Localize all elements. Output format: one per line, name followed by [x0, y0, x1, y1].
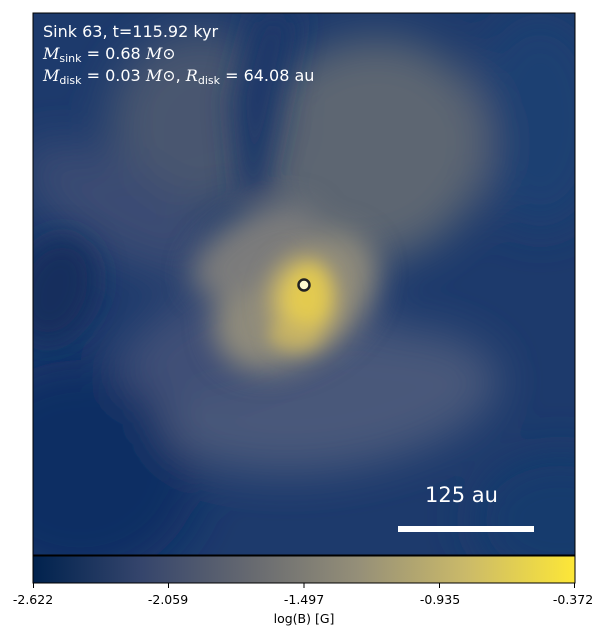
- disk-radius-symbol: R: [185, 66, 198, 85]
- solar-mass-unit: M⊙: [145, 44, 176, 63]
- colorbar-tick-label: -0.372: [552, 592, 594, 607]
- solar-mass-unit: M⊙: [145, 66, 176, 85]
- scale-bar: [398, 526, 534, 532]
- disk-mass-value: = 0.03: [81, 66, 146, 85]
- sink-marker: [297, 278, 311, 292]
- colorbar-ticks: [33, 583, 575, 588]
- sink-mass-symbol: M: [43, 44, 60, 63]
- map-frame: [32, 12, 576, 556]
- scale-bar-label: 125 au: [425, 483, 498, 507]
- separator: ,: [175, 66, 186, 85]
- colorbar-tick-label: -2.622: [12, 592, 54, 607]
- colorbar: [32, 555, 576, 584]
- colorbar-tick-label: -1.497: [283, 592, 325, 607]
- disk-mass-symbol: M: [43, 66, 60, 85]
- sink-title: Sink 63, t=115.92 kyr: [43, 22, 219, 41]
- sink-mass-value: = 0.68: [81, 44, 146, 63]
- disk-properties: Mdisk = 0.03 M⊙, Rdisk = 64.08 au: [43, 65, 314, 91]
- sink-mass: Msink = 0.68 M⊙: [43, 43, 176, 69]
- colorbar-tick-label: -0.935: [419, 592, 461, 607]
- disk-radius-subscript: disk: [197, 74, 220, 87]
- disk-mass-subscript: disk: [59, 74, 82, 87]
- colorbar-tick-label: -2.059: [147, 592, 189, 607]
- sink-mass-subscript: sink: [59, 52, 82, 65]
- colorbar-label: log(B) [G]: [273, 611, 335, 626]
- disk-radius-value: = 64.08 au: [219, 66, 315, 85]
- field-map: [33, 13, 575, 555]
